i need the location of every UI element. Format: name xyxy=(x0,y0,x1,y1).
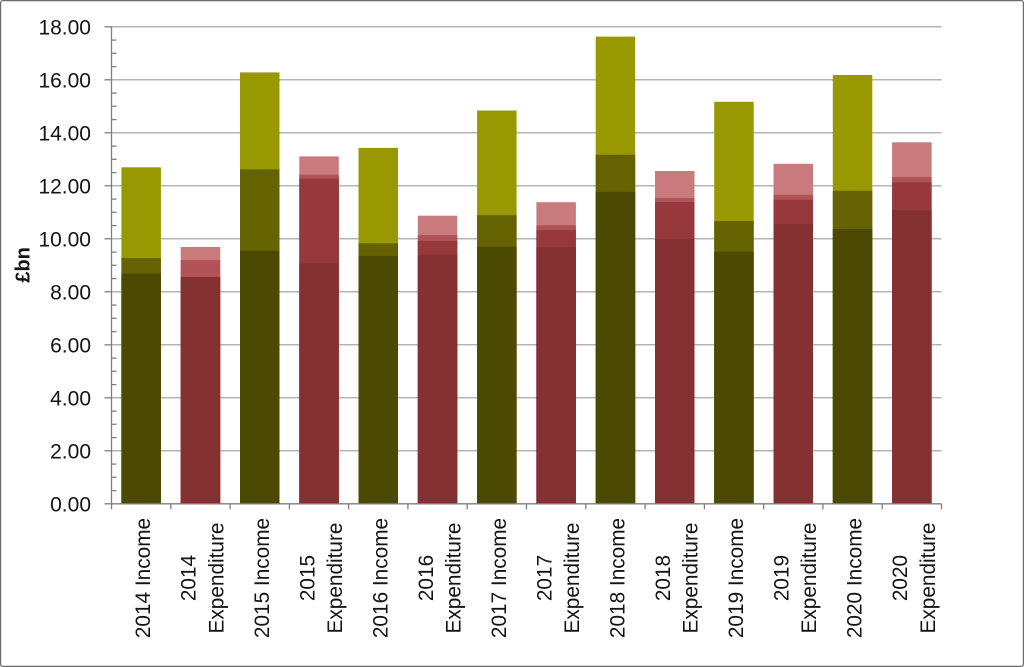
svg-text:2017 Income: 2017 Income xyxy=(488,518,511,638)
svg-text:0.00: 0.00 xyxy=(50,493,91,516)
svg-text:12.00: 12.00 xyxy=(38,175,91,198)
svg-text:2018: 2018 xyxy=(652,555,675,601)
svg-text:14.00: 14.00 xyxy=(38,122,91,145)
svg-text:2016: 2016 xyxy=(415,555,438,601)
svg-text:Expenditure: Expenditure xyxy=(561,523,584,634)
svg-text:2014 Income: 2014 Income xyxy=(132,518,155,638)
svg-text:2015: 2015 xyxy=(296,555,319,601)
svg-text:2015 Income: 2015 Income xyxy=(251,518,274,638)
svg-text:Expenditure: Expenditure xyxy=(798,523,821,634)
svg-text:2020: 2020 xyxy=(889,555,912,601)
svg-text:4.00: 4.00 xyxy=(50,387,91,410)
svg-text:Expenditure: Expenditure xyxy=(324,523,347,634)
svg-text:2020 Income: 2020 Income xyxy=(844,518,867,638)
svg-text:Expenditure: Expenditure xyxy=(917,523,940,634)
svg-text:2.00: 2.00 xyxy=(50,440,91,463)
svg-text:8.00: 8.00 xyxy=(50,281,91,304)
svg-text:2018 Income: 2018 Income xyxy=(607,518,630,638)
svg-text:2017: 2017 xyxy=(533,555,556,601)
svg-text:6.00: 6.00 xyxy=(50,334,91,357)
svg-text:16.00: 16.00 xyxy=(38,69,91,92)
svg-text:Expenditure: Expenditure xyxy=(205,523,228,634)
svg-text:10.00: 10.00 xyxy=(38,228,91,251)
svg-text:2019 Income: 2019 Income xyxy=(725,518,748,638)
svg-text:2016 Income: 2016 Income xyxy=(369,518,392,638)
svg-text:2019: 2019 xyxy=(771,555,794,601)
svg-text:Expenditure: Expenditure xyxy=(443,523,466,634)
svg-text:£bn: £bn xyxy=(13,247,35,283)
svg-text:Expenditure: Expenditure xyxy=(680,523,703,634)
svg-text:2014: 2014 xyxy=(178,555,201,601)
svg-text:18.00: 18.00 xyxy=(38,16,91,39)
